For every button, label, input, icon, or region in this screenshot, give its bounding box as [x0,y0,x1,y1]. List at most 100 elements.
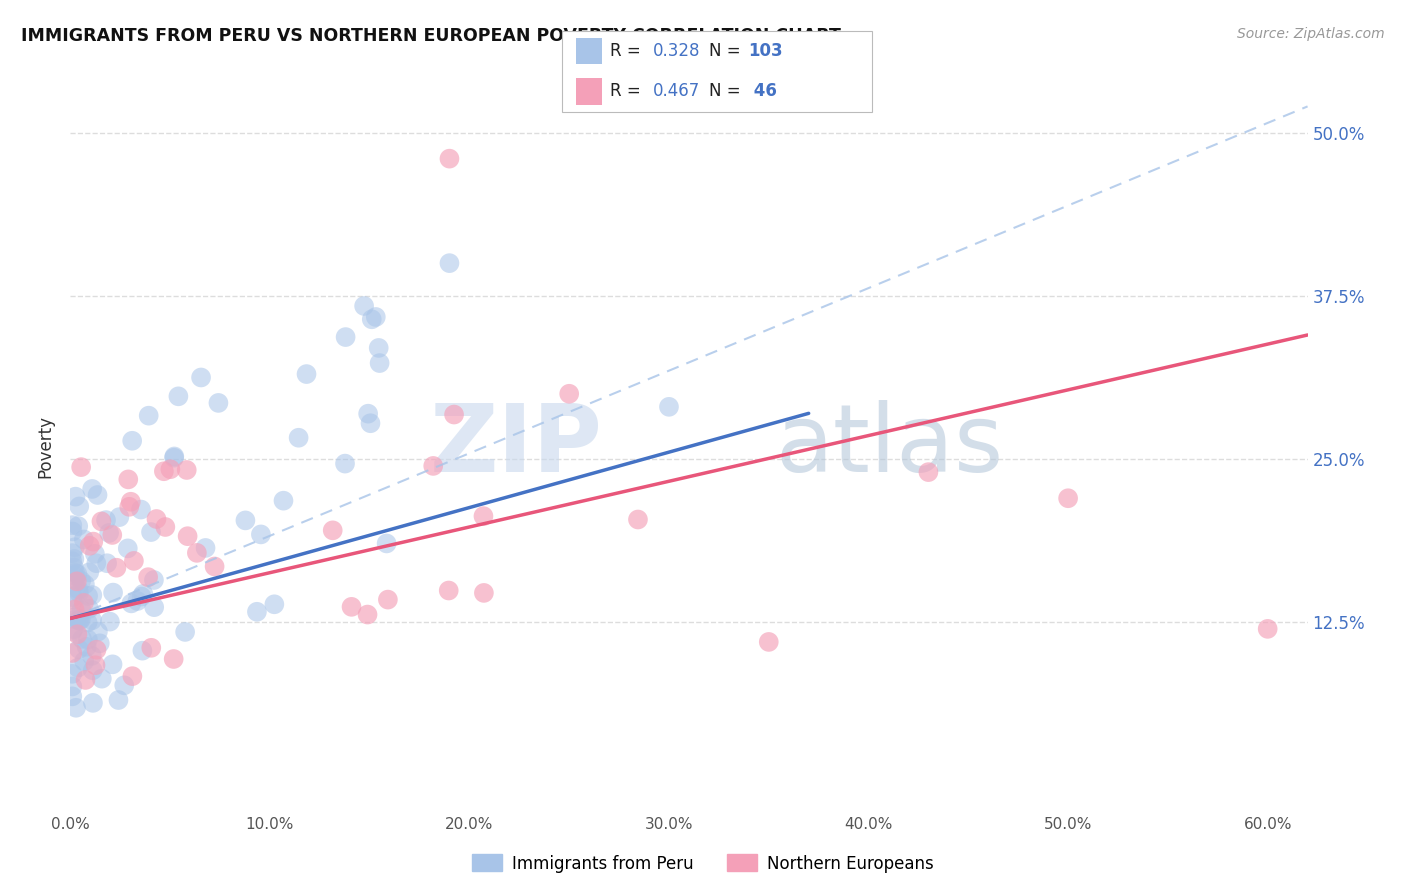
Text: 103: 103 [748,42,783,60]
Point [356,607,378,622]
Point [65,700,87,714]
Text: Source: ZipAtlas.com: Source: ZipAtlas.com [1237,27,1385,41]
Point [163,450,186,464]
Point [121,434,143,448]
Point [66,574,89,589]
Point [63,568,86,582]
Point [77,589,100,603]
Point [120,596,142,610]
Point [353,299,375,313]
Point [63,573,86,587]
Point [167,389,190,403]
Text: N =: N = [709,42,745,60]
Point [86,642,108,657]
Point [79,539,101,553]
Text: R =: R = [610,42,647,60]
Point [437,583,460,598]
Y-axis label: Poverty: Poverty [37,415,55,477]
Point [60,690,83,704]
Point [117,541,139,556]
Point [90,515,112,529]
Point [82,482,104,496]
Point [163,450,186,465]
Point [117,472,139,486]
Point [101,657,124,672]
Point [66,627,89,641]
Point [67,585,90,599]
Point [66,660,89,674]
Point [105,560,128,574]
Point [67,613,90,627]
Point [76,615,98,630]
Point [90,672,112,686]
Point [377,592,399,607]
Point [112,678,135,692]
Point [80,648,103,663]
Point [63,610,86,624]
Point [63,566,86,580]
Text: 0.328: 0.328 [652,42,700,60]
Point [60,666,83,681]
Point [60,646,83,660]
Point [98,615,121,629]
Point [472,509,495,524]
Point [917,465,939,479]
Point [120,494,142,508]
Point [60,624,83,638]
Point [758,635,780,649]
Point [77,602,100,616]
Point [73,533,96,547]
Point [63,540,86,554]
Point [60,518,83,533]
Point [70,574,93,588]
Point [70,460,93,475]
Point [101,585,124,599]
Text: R =: R = [610,82,647,100]
Point [141,640,163,655]
Point [122,554,145,568]
Point [131,590,153,604]
Point [153,464,176,478]
Point [145,512,167,526]
Point [340,599,363,614]
Point [367,341,389,355]
Point [121,669,143,683]
Point [127,594,149,608]
Point [360,312,382,326]
Point [89,636,111,650]
Text: N =: N = [709,82,745,100]
Point [439,256,461,270]
Point [375,536,398,550]
Point [159,462,181,476]
Text: ZIP: ZIP [429,400,602,492]
Text: atlas: atlas [776,400,1004,492]
Point [73,596,96,610]
Point [136,570,159,584]
Point [246,605,269,619]
Point [77,566,100,580]
Point [250,527,273,541]
Point [235,513,257,527]
Point [62,590,84,604]
Point [60,680,83,694]
Point [73,577,96,591]
Point [132,587,155,601]
Point [67,500,90,514]
Point [186,546,208,560]
Point [67,642,90,657]
Point [70,612,93,626]
Point [67,519,90,533]
Point [627,512,650,526]
Point [335,330,357,344]
Point [70,603,93,617]
Text: IMMIGRANTS FROM PERU VS NORTHERN EUROPEAN POVERTY CORRELATION CHART: IMMIGRANTS FROM PERU VS NORTHERN EUROPEA… [21,27,841,45]
Point [82,534,104,549]
Point [63,602,86,616]
Point [62,622,84,636]
Point [76,640,98,654]
Point [1057,491,1080,506]
Point [73,654,96,668]
Point [82,696,104,710]
Point [84,658,107,673]
Point [101,528,124,542]
